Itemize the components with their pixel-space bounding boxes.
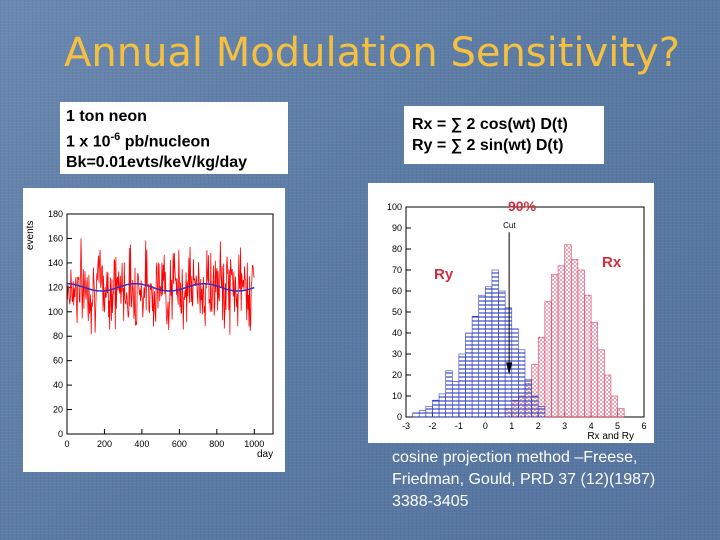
histogram-bar-rx: [597, 349, 605, 418]
x-tick-label: -2: [428, 421, 436, 431]
y-tick-label: 100: [48, 307, 63, 317]
y-tick-label: 100: [387, 202, 402, 212]
histogram-bar-rx: [557, 265, 565, 418]
y-tick-label: 120: [48, 282, 63, 292]
y-tick-label: 20: [392, 370, 402, 380]
histogram-bar-ry: [518, 349, 526, 418]
rx-ry-histogram: 0 10 20 30 40 50 60 70 80 90 100 -3 -2 -1 0 1 2 3 4 5 6 Rx an…: [368, 183, 654, 443]
x-tick-label: 600: [172, 439, 187, 449]
ry-label: Ry: [434, 266, 454, 283]
x-axis-label: day: [257, 449, 273, 460]
formula-box: Rx = ∑ 2 cos(wt) D(t) Ry = ∑ 2 sin(wt) D…: [404, 106, 604, 164]
x-tick-label: 6: [641, 421, 646, 431]
histogram-bar-ry: [471, 315, 480, 418]
histogram-bar-ry: [465, 332, 473, 418]
histogram-bar-rx: [617, 408, 625, 418]
info-line-2-prefix: 1 x 10: [66, 133, 111, 151]
histogram-bar-ry: [491, 269, 499, 418]
histogram-bar-ry: [425, 406, 433, 418]
y-axis-label: events: [25, 221, 36, 250]
histogram-bar-ry: [485, 286, 493, 418]
x-tick-label: 3: [562, 421, 567, 431]
percent-label: 90%: [508, 198, 537, 214]
histogram-bar-rx: [551, 273, 559, 418]
slide-title: Annual Modulation Sensitivity?: [64, 30, 680, 76]
x-tick-label: 5: [615, 421, 620, 431]
histogram-bar-ry: [412, 412, 420, 418]
y-tick-label: 180: [48, 209, 63, 219]
histogram-bar-rx: [590, 322, 599, 418]
x-tick-label: -3: [402, 421, 410, 431]
histogram-bar-rx: [564, 244, 572, 418]
y-tick-label: 10: [392, 391, 402, 401]
histogram-bar-ry: [418, 410, 427, 418]
histogram-bar-ry: [511, 328, 519, 418]
caption: cosine projection method –Freese, Friedm…: [392, 449, 656, 510]
x-axis-label: Rx and Ry: [587, 431, 634, 442]
histogram-bar-ry: [537, 406, 546, 418]
histogram-svg: 0 10 20 30 40 50 60 70 80 90 100 -3 -2 -1 0 1 2 3 4 5 6 Rx an…: [387, 198, 647, 442]
histogram-bar-ry: [478, 294, 486, 418]
cut-label: Cut: [503, 221, 516, 230]
x-tick-label: -1: [455, 421, 463, 431]
events-vs-day-chart: 0 20 40 60 80 100 120 140 160 180 0 200 400 600 800 100…: [23, 188, 285, 472]
series-modulation-fit: [67, 282, 255, 292]
y-tick-label: 20: [53, 405, 63, 415]
info-line-3: Bk=0.01evts/keV/kg/day: [66, 154, 248, 172]
histogram-bar-ry: [432, 399, 440, 418]
histogram-bar-rx: [544, 301, 552, 418]
histogram-bar-rx: [604, 374, 612, 418]
y-tick-label: 0: [58, 429, 63, 439]
histogram-bar-rx: [610, 395, 618, 418]
y-tick-label: 40: [392, 328, 402, 338]
histogram-bar-ry: [458, 353, 466, 418]
histogram-bar-rx: [570, 259, 579, 418]
y-tick-label: 60: [53, 356, 63, 366]
y-tick-label: 80: [53, 331, 63, 341]
x-tick-label: 0: [483, 421, 488, 431]
histogram-bar-ry: [451, 381, 460, 418]
histogram-bar-ry: [531, 395, 539, 418]
x-tick-label: 1: [509, 421, 514, 431]
y-tick-label: 70: [392, 265, 402, 275]
histogram-bar-rx: [584, 294, 592, 418]
info-line-2-suffix: pb/nucleon: [120, 133, 211, 151]
x-tick-label: 0: [64, 439, 69, 449]
x-tick-label: 1000: [244, 439, 264, 449]
plot-frame: [66, 213, 274, 435]
info-line-2: 1 x 10-6 pb/nucleon: [66, 127, 282, 152]
histogram-bar-rx: [537, 336, 546, 418]
cut-arrow-head: [506, 362, 513, 375]
y-tick-label: 40: [53, 380, 63, 390]
x-tick-label: 2: [536, 421, 541, 431]
x-tick-label: 200: [97, 439, 112, 449]
info-line-1: 1 ton neon: [66, 108, 147, 125]
histogram-bar-ry: [445, 370, 453, 418]
y-tick-label: 50: [392, 307, 402, 317]
info-line-2-exponent: -6: [110, 131, 121, 143]
histogram-bar-rx: [577, 269, 585, 418]
x-tick-label: 800: [209, 439, 224, 449]
histogram-bar-ry: [438, 393, 446, 418]
info-box: 1 ton neon 1 x 10-6 pb/nucleon Bk=0.01ev…: [60, 102, 288, 174]
y-tick-label: 80: [392, 244, 402, 254]
x-tick-label: 400: [134, 439, 149, 449]
y-tick-label: 30: [392, 349, 402, 359]
y-tick-label: 90: [392, 223, 402, 233]
series-daily-events: [66, 238, 255, 335]
rx-label: Rx: [602, 254, 622, 271]
y-tick-label: 140: [48, 258, 63, 268]
y-tick-label: 0: [397, 412, 402, 422]
formula-ry: Ry = ∑ 2 sin(wt) D(t): [412, 137, 564, 154]
histogram-bar-ry: [498, 290, 506, 418]
events-chart-svg: 0 20 40 60 80 100 120 140 160 180 0 200 400 600 800 100…: [25, 209, 274, 460]
y-tick-label: 160: [48, 233, 63, 243]
histogram-bar-ry: [524, 378, 532, 418]
x-tick-label: 4: [589, 421, 594, 431]
formula-rx: Rx = ∑ 2 cos(wt) D(t): [412, 116, 568, 133]
y-tick-label: 60: [392, 286, 402, 296]
